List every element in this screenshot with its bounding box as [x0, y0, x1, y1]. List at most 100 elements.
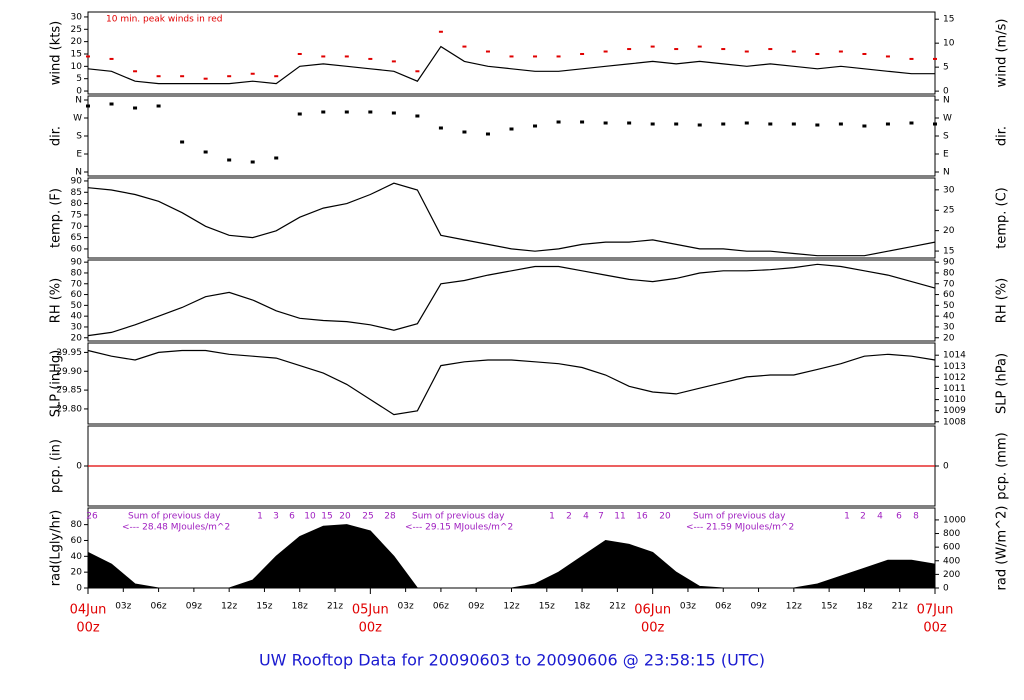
data-point	[556, 55, 561, 58]
y-tick-label: 29.80	[56, 404, 82, 414]
data-point	[297, 112, 302, 116]
x-tick-label: 18z	[856, 602, 872, 612]
data-point	[250, 160, 255, 164]
day-label: 07Jun	[917, 603, 954, 618]
data-point	[344, 110, 349, 114]
y2-tick-label: 200	[943, 570, 960, 580]
data-point	[509, 55, 514, 58]
x-tick-label: 06z	[715, 602, 731, 612]
data-point	[415, 70, 420, 73]
y-axis-label: temp. (F)	[49, 188, 64, 248]
annotation: 15	[321, 512, 332, 522]
data-point	[344, 55, 349, 58]
day-label: 06Jun	[634, 603, 671, 618]
y-tick-label: 29.95	[56, 348, 82, 358]
data-point	[86, 104, 90, 108]
y-tick-label: 90	[71, 176, 83, 186]
data-point	[697, 123, 702, 127]
y2-tick-label: 25	[943, 206, 954, 216]
annotation: 28	[384, 512, 396, 522]
data-area	[87, 524, 936, 589]
y-axis-label: wind (kts)	[49, 21, 64, 85]
x-tick-label: 03z	[680, 602, 696, 612]
day-label: 04Jun	[70, 603, 107, 618]
y2-tick-label: 80	[943, 268, 955, 278]
annotation: 6	[896, 512, 902, 522]
y2-tick-label: 0	[943, 462, 949, 472]
data-point	[509, 127, 514, 131]
data-point	[180, 75, 185, 78]
y-tick-label: 40	[71, 552, 83, 562]
data-point	[650, 45, 655, 48]
annotation: 4	[583, 512, 589, 522]
data-point	[744, 50, 749, 53]
y2-tick-label: 40	[943, 312, 955, 322]
x-tick-label: 15z	[539, 602, 555, 612]
y2-axis-label: temp. (C)	[995, 187, 1010, 249]
y2-tick-label: 15	[943, 15, 954, 25]
x-tick-label: 03z	[398, 602, 414, 612]
data-point	[86, 55, 90, 58]
y-tick-label: 60	[71, 536, 83, 546]
data-point	[180, 140, 185, 144]
y-tick-label: 0	[76, 584, 82, 594]
annotation: <--- 21.59 MJoules/m^2	[686, 523, 794, 533]
data-point	[603, 50, 608, 53]
y-tick-label: 20	[71, 333, 83, 343]
data-line	[87, 45, 935, 85]
annotation: 1	[844, 512, 850, 522]
data-point	[227, 158, 232, 162]
y2-axis-label: RH (%)	[995, 278, 1010, 323]
y-tick-label: N	[75, 168, 82, 178]
x-tick-label: 09z	[186, 602, 202, 612]
y-axis-label: SLP (inHg)	[49, 350, 64, 418]
data-point	[438, 30, 443, 33]
annotation: 2	[566, 512, 572, 522]
y2-tick-label: 600	[943, 543, 960, 553]
data-point	[674, 48, 679, 51]
y2-tick-label: 400	[943, 556, 960, 566]
data-point	[909, 121, 914, 125]
y-tick-label: 85	[71, 188, 82, 198]
x-tick-label: 09z	[468, 602, 484, 612]
y2-tick-label: 1011	[943, 384, 966, 394]
panel-frame	[87, 11, 936, 95]
x-tick-label: 12z	[503, 602, 519, 612]
data-point	[650, 122, 655, 126]
x-tick-label: 12z	[221, 602, 237, 612]
annotation: 4	[877, 512, 883, 522]
y-tick-label: W	[73, 114, 82, 124]
annotation: <--- 29.15 MJoules/m^2	[405, 523, 513, 533]
data-point	[415, 114, 420, 118]
y-tick-label: 50	[71, 301, 83, 311]
y2-tick-label: 15	[943, 247, 954, 257]
y-tick-label: N	[75, 96, 82, 106]
data-point	[627, 121, 632, 125]
y-tick-label: 70	[71, 222, 83, 232]
x-tick-label: 06z	[150, 602, 166, 612]
y2-tick-label: 1000	[943, 515, 966, 525]
y2-tick-label: E	[943, 150, 949, 160]
y-axis-label: rad(Lgly/hr)	[49, 510, 64, 586]
y-tick-label: 0	[76, 462, 82, 472]
annotation: 20	[339, 512, 351, 522]
y2-axis-label: dir.	[995, 126, 1010, 146]
data-point	[203, 150, 208, 154]
x-tick-label: 12z	[786, 602, 802, 612]
y2-tick-label: S	[943, 132, 949, 142]
y2-tick-label: 20	[943, 333, 955, 343]
y-tick-label: 0	[76, 87, 82, 97]
data-point	[485, 50, 490, 53]
panel-frame	[87, 177, 936, 259]
data-point	[391, 60, 396, 63]
annotation: <--- 28.48 MJoules/m^2	[122, 523, 230, 533]
annotation: 7	[598, 512, 604, 522]
y-tick-label: 25	[71, 25, 82, 35]
y2-tick-label: N	[943, 96, 950, 106]
data-point	[109, 57, 114, 60]
y-tick-label: 65	[71, 233, 82, 243]
y2-tick-label: 60	[943, 290, 955, 300]
data-line	[87, 263, 936, 337]
y-tick-label: 60	[71, 290, 83, 300]
y-tick-label: 30	[71, 322, 83, 332]
